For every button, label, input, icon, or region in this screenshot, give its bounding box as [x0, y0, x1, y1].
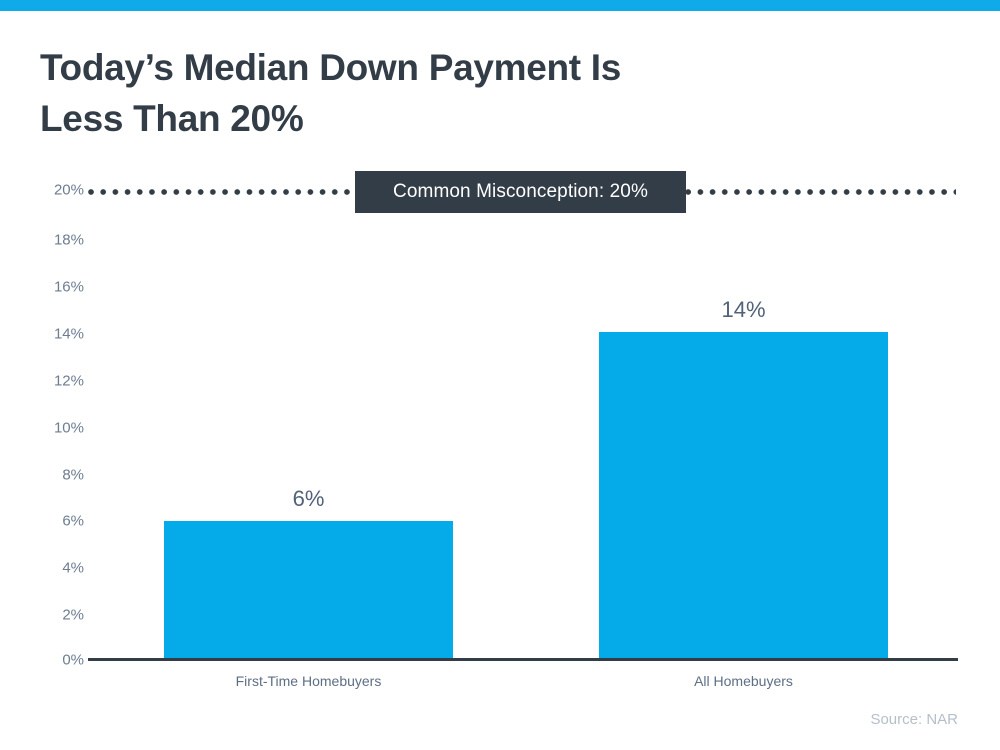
- y-axis-tick-4: 4%: [62, 559, 84, 577]
- x-axis-baseline: [88, 658, 958, 661]
- y-axis-tick-6: 6%: [62, 512, 84, 530]
- y-axis-tick-18: 18%: [53, 231, 84, 249]
- page-title: Today’s Median Down Payment Is Less Than…: [40, 47, 622, 140]
- misconception-badge: Common Misconception: 20%: [355, 171, 686, 213]
- y-axis-tick-0: 0%: [62, 651, 84, 669]
- bar-first-time-homebuyers: [164, 521, 453, 659]
- y-axis-tick-20: 20%: [53, 181, 84, 199]
- y-axis-tick-16: 16%: [53, 278, 84, 296]
- y-axis-tick-12: 12%: [53, 372, 84, 390]
- x-axis-label-all-homebuyers: All Homebuyers: [694, 673, 793, 689]
- bar-value-all-homebuyers: 14%: [721, 297, 766, 322]
- bar-value-first-time-homebuyers: 6%: [292, 486, 325, 511]
- bar-all-homebuyers: [599, 332, 888, 659]
- y-axis-tick-14: 14%: [53, 325, 84, 343]
- x-axis-label-first-time-homebuyers: First-Time Homebuyers: [235, 673, 382, 689]
- y-axis-tick-8: 8%: [62, 466, 84, 484]
- y-axis-tick-2: 2%: [62, 606, 84, 624]
- top-accent-bar: [0, 0, 1000, 11]
- misconception-badge-label: Common Misconception: 20%: [393, 181, 648, 202]
- source-note: Source: NAR: [870, 711, 958, 728]
- y-axis-tick-10: 10%: [53, 419, 84, 437]
